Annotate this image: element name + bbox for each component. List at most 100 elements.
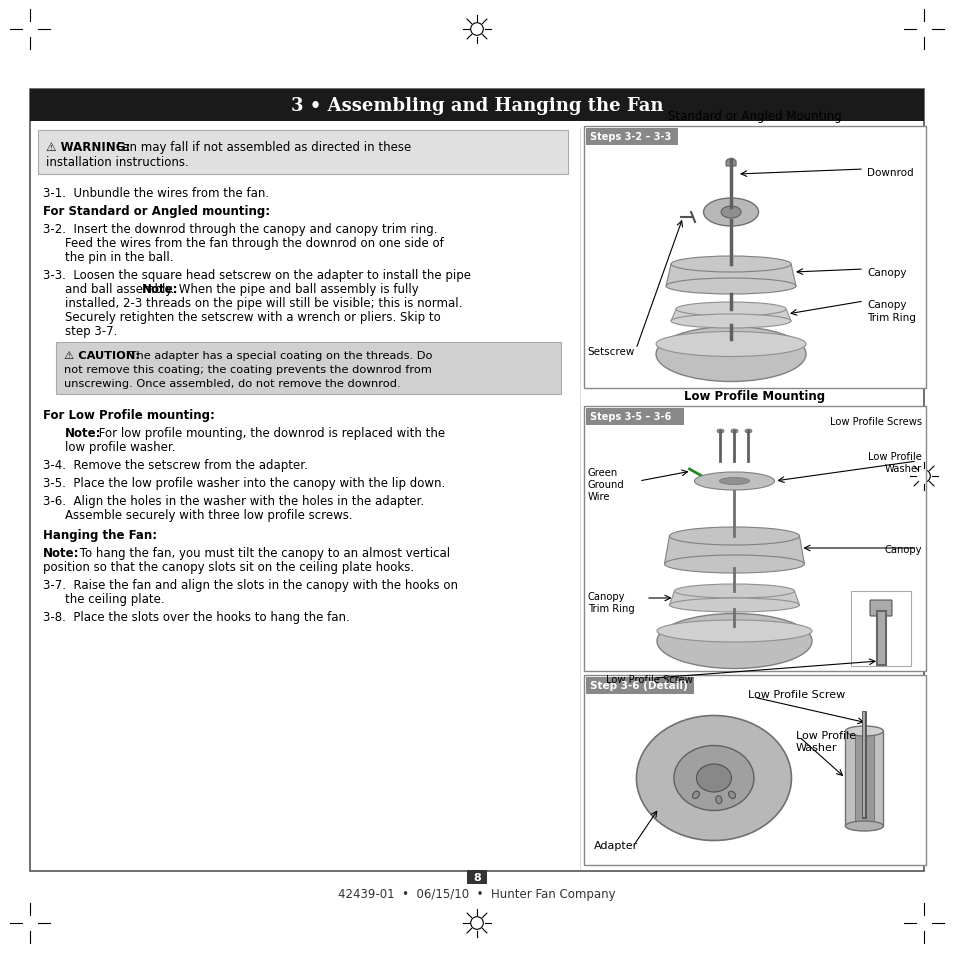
- Text: ⚠ CAUTION:: ⚠ CAUTION:: [64, 351, 140, 360]
- Ellipse shape: [717, 430, 723, 434]
- Polygon shape: [669, 592, 799, 605]
- FancyBboxPatch shape: [844, 731, 882, 826]
- Text: Green: Green: [587, 468, 618, 477]
- FancyBboxPatch shape: [583, 407, 925, 671]
- Text: 42439-01  •  06/15/10  •  Hunter Fan Company: 42439-01 • 06/15/10 • Hunter Fan Company: [337, 887, 616, 900]
- Text: Steps 3-5 – 3-6: Steps 3-5 – 3-6: [589, 412, 671, 422]
- Text: Hanging the Fan:: Hanging the Fan:: [43, 529, 157, 541]
- Polygon shape: [670, 310, 790, 322]
- Text: the pin in the ball.: the pin in the ball.: [65, 251, 173, 264]
- FancyBboxPatch shape: [850, 592, 910, 666]
- Text: 3-7.  Raise the fan and align the slots in the canopy with the hooks on: 3-7. Raise the fan and align the slots i…: [43, 578, 457, 592]
- Ellipse shape: [702, 199, 758, 227]
- Text: 3-1.  Unbundle the wires from the fan.: 3-1. Unbundle the wires from the fan.: [43, 187, 269, 200]
- Text: Low Profile Screw: Low Profile Screw: [747, 689, 844, 700]
- Text: Steps 3-2 – 3-3: Steps 3-2 – 3-3: [589, 132, 671, 142]
- Text: Washer: Washer: [883, 463, 921, 474]
- Text: Trim Ring: Trim Ring: [587, 603, 634, 614]
- Text: Adapter: Adapter: [594, 841, 638, 850]
- Text: unscrewing. Once assembled, do not remove the downrod.: unscrewing. Once assembled, do not remov…: [64, 378, 400, 389]
- Ellipse shape: [676, 303, 785, 316]
- Ellipse shape: [844, 726, 882, 737]
- Ellipse shape: [694, 473, 774, 491]
- Text: Downrod: Downrod: [866, 168, 913, 178]
- Text: 3-8.  Place the slots over the hooks to hang the fan.: 3-8. Place the slots over the hooks to h…: [43, 610, 350, 623]
- Text: 3-2.  Insert the downrod through the canopy and canopy trim ring.: 3-2. Insert the downrod through the cano…: [43, 223, 437, 235]
- Text: Securely retighten the setscrew with a wrench or pliers. Skip to: Securely retighten the setscrew with a w…: [65, 311, 440, 324]
- Polygon shape: [665, 265, 795, 287]
- Ellipse shape: [669, 598, 799, 613]
- FancyBboxPatch shape: [30, 90, 923, 122]
- Text: installed, 2-3 threads on the pipe will still be visible; this is normal.: installed, 2-3 threads on the pipe will …: [65, 296, 462, 310]
- Text: 3 • Assembling and Hanging the Fan: 3 • Assembling and Hanging the Fan: [291, 97, 662, 115]
- Text: Low Profile Screw: Low Profile Screw: [605, 675, 692, 684]
- FancyBboxPatch shape: [585, 129, 678, 146]
- Ellipse shape: [656, 327, 805, 382]
- Text: 3-6.  Align the holes in the washer with the holes in the adapter.: 3-6. Align the holes in the washer with …: [43, 495, 424, 507]
- Ellipse shape: [744, 430, 751, 434]
- Text: Note:: Note:: [65, 427, 101, 439]
- Text: Step 3-6 (Detail): Step 3-6 (Detail): [589, 680, 687, 691]
- Ellipse shape: [674, 584, 794, 598]
- Text: not remove this coating; the coating prevents the downrod from: not remove this coating; the coating pre…: [64, 365, 432, 375]
- Text: Standard or Angled Mounting: Standard or Angled Mounting: [667, 110, 841, 123]
- Text: low profile washer.: low profile washer.: [65, 440, 175, 454]
- Text: the ceiling plate.: the ceiling plate.: [65, 593, 165, 605]
- Text: Low Profile: Low Profile: [795, 730, 855, 740]
- Text: Setscrew: Setscrew: [586, 347, 634, 356]
- Text: Low Profile: Low Profile: [867, 452, 921, 461]
- Ellipse shape: [730, 430, 738, 434]
- Text: position so that the canopy slots sit on the ceiling plate hooks.: position so that the canopy slots sit on…: [43, 560, 414, 574]
- Text: Low Profile Screws: Low Profile Screws: [829, 416, 921, 427]
- Ellipse shape: [673, 745, 753, 811]
- Ellipse shape: [657, 620, 811, 642]
- Ellipse shape: [692, 791, 699, 799]
- Text: Note:: Note:: [142, 283, 178, 295]
- Text: installation instructions.: installation instructions.: [46, 156, 189, 169]
- Ellipse shape: [670, 256, 790, 273]
- Text: Note:: Note:: [43, 546, 79, 559]
- Text: The adapter has a special coating on the threads. Do: The adapter has a special coating on the…: [126, 351, 432, 360]
- Ellipse shape: [696, 764, 731, 792]
- FancyBboxPatch shape: [585, 409, 683, 426]
- FancyBboxPatch shape: [467, 870, 486, 884]
- FancyBboxPatch shape: [38, 131, 567, 174]
- Text: For low profile mounting, the downrod is replaced with the: For low profile mounting, the downrod is…: [95, 427, 445, 439]
- Text: Trim Ring: Trim Ring: [866, 313, 915, 323]
- Text: For Low Profile mounting:: For Low Profile mounting:: [43, 409, 214, 421]
- Ellipse shape: [664, 556, 803, 574]
- Text: To hang the fan, you must tilt the canopy to an almost vertical: To hang the fan, you must tilt the canop…: [76, 546, 450, 559]
- Text: and ball assembly.: and ball assembly.: [65, 283, 178, 295]
- Text: Low Profile Mounting: Low Profile Mounting: [683, 390, 824, 402]
- Ellipse shape: [665, 278, 795, 294]
- Text: Ground: Ground: [587, 479, 624, 490]
- Text: For Standard or Angled mounting:: For Standard or Angled mounting:: [43, 205, 270, 218]
- Text: 3-3.  Loosen the square head setscrew on the adapter to install the pipe: 3-3. Loosen the square head setscrew on …: [43, 269, 471, 282]
- Text: Fan may fall if not assembled as directed in these: Fan may fall if not assembled as directe…: [112, 141, 411, 153]
- Ellipse shape: [719, 478, 749, 485]
- Text: ⚠ WARNING:: ⚠ WARNING:: [46, 141, 131, 153]
- FancyBboxPatch shape: [585, 678, 693, 695]
- Ellipse shape: [715, 796, 721, 803]
- Text: Assemble securely with three low profile screws.: Assemble securely with three low profile…: [65, 509, 353, 521]
- Text: 3-5.  Place the low profile washer into the canopy with the lip down.: 3-5. Place the low profile washer into t…: [43, 476, 445, 490]
- Text: Washer: Washer: [795, 742, 837, 752]
- FancyBboxPatch shape: [583, 127, 925, 389]
- Text: 3-4.  Remove the setscrew from the adapter.: 3-4. Remove the setscrew from the adapte…: [43, 458, 308, 472]
- FancyBboxPatch shape: [583, 676, 925, 865]
- Text: Wire: Wire: [587, 492, 610, 501]
- Text: Canopy: Canopy: [866, 299, 905, 310]
- Ellipse shape: [670, 314, 790, 329]
- Polygon shape: [725, 160, 736, 167]
- FancyBboxPatch shape: [854, 735, 873, 826]
- Polygon shape: [664, 537, 803, 564]
- Text: When the pipe and ball assembly is fully: When the pipe and ball assembly is fully: [174, 283, 418, 295]
- Text: Canopy: Canopy: [866, 268, 905, 277]
- Ellipse shape: [656, 333, 805, 357]
- Ellipse shape: [657, 614, 811, 669]
- Ellipse shape: [844, 821, 882, 831]
- Text: Canopy: Canopy: [883, 544, 921, 555]
- Text: step 3-7.: step 3-7.: [65, 325, 117, 337]
- Ellipse shape: [636, 716, 791, 841]
- Text: 8: 8: [473, 872, 480, 882]
